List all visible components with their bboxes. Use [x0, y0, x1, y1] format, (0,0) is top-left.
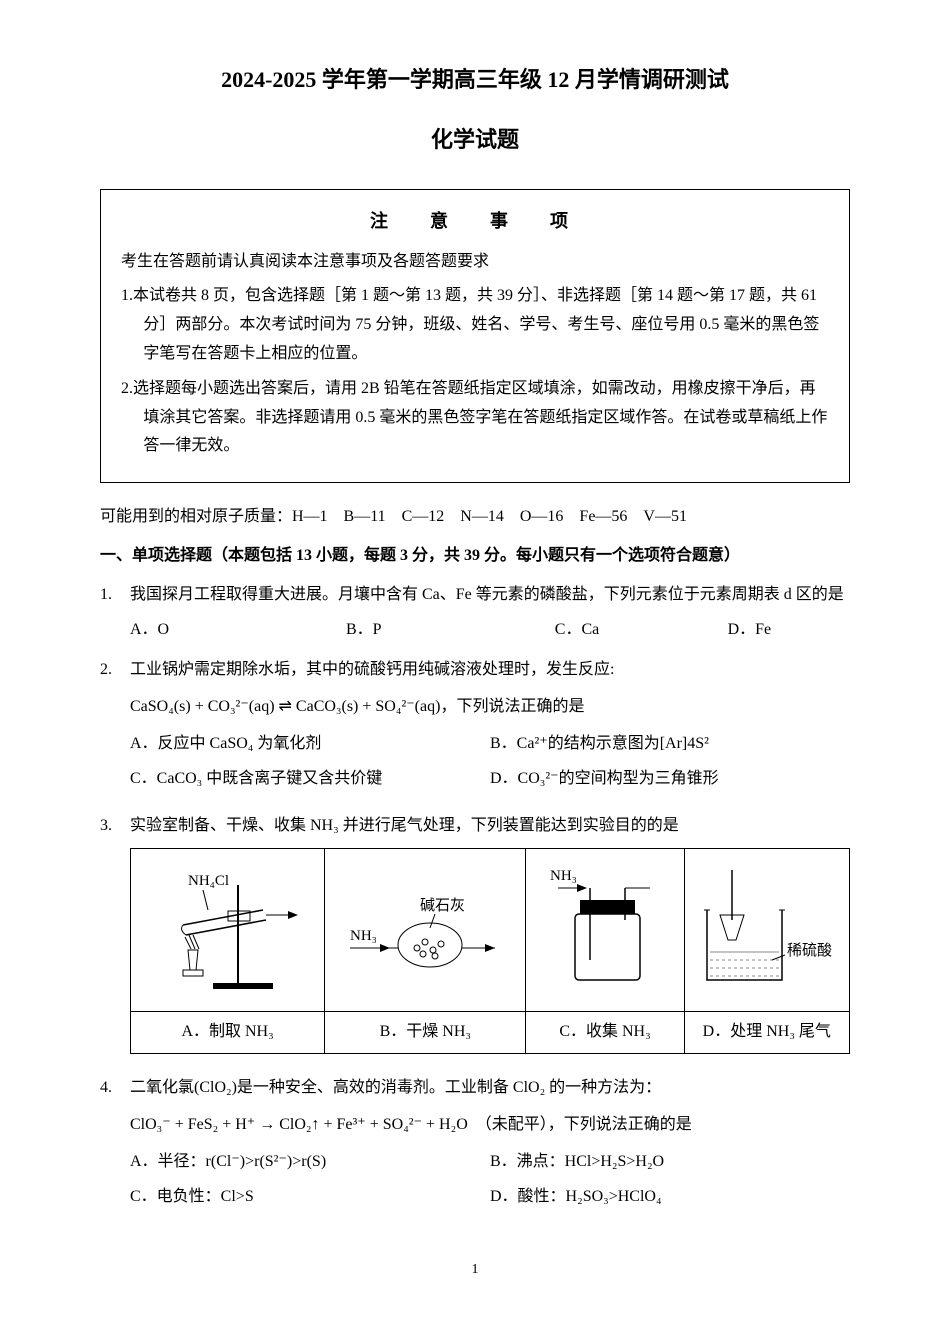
sub-title: 化学试题	[100, 120, 850, 160]
q1-stem: 我国探月工程取得重大进展。月壤中含有 Ca、Fe 等元素的磷酸盐，下列元素位于元…	[130, 581, 850, 610]
question-1: 1. 我国探月工程取得重大进展。月壤中含有 Ca、Fe 等元素的磷酸盐，下列元素…	[100, 581, 850, 645]
question-3: 3. 实验室制备、干燥、收集 NH₃ 并进行尾气处理，下列装置能达到实验目的的是…	[100, 812, 850, 1063]
q1-number: 1.	[100, 581, 130, 645]
notice-heading: 注 意 事 项	[121, 205, 829, 237]
q3-fig-b: NH₃ 碱石灰	[325, 849, 526, 1012]
q3-figure-table: NH₄Cl	[130, 848, 850, 1054]
notice-item-2: 2.选择题每小题选出答案后，请用 2B 铅笔在答题纸指定区域填涂，如需改动，用橡…	[121, 375, 829, 461]
q1-opt-c: C．Ca	[555, 616, 728, 645]
q1-opt-b: B．P	[346, 616, 555, 645]
q3-fig-c: NH₃	[526, 849, 684, 1012]
q4-opt-d: D．酸性：H₂SO₃>HClO₄	[490, 1183, 850, 1212]
q4-stem-a: 二氧化氯(ClO₂)是一种安全、高效的消毒剂。工业制备 ClO₂ 的一种方法为：	[130, 1074, 850, 1103]
q2-opt-b: B．Ca²⁺的结构示意图为[Ar]4S²	[490, 730, 850, 759]
q1-opt-a: A．O	[130, 616, 346, 645]
q3a-label: NH₄Cl	[188, 873, 229, 889]
atomic-masses: 可能用到的相对原子质量：H—1 B—11 C—12 N—14 O—16 Fe—5…	[100, 503, 850, 532]
notice-box: 注 意 事 项 考生在答题前请认真阅读本注意事项及各题答题要求 1.本试卷共 8…	[100, 189, 850, 483]
q3-fig-a: NH₄Cl	[131, 849, 325, 1012]
q4-opt-b: B．沸点：HCl>H₂S>H₂O	[490, 1148, 850, 1177]
q3-cap-c: C．收集 NH₃	[526, 1012, 684, 1054]
q3-cap-b: B．干燥 NH₃	[325, 1012, 526, 1054]
q4-number: 4.	[100, 1074, 130, 1217]
question-2: 2. 工业锅炉需定期除水垢，其中的硫酸钙用纯碱溶液处理时，发生反应: CaSO₄…	[100, 656, 850, 799]
notice-intro: 考生在答题前请认真阅读本注意事项及各题答题要求	[121, 248, 829, 277]
svg-text:NH₃: NH₃	[350, 928, 377, 944]
q3-number: 3.	[100, 812, 130, 1063]
section-1-heading: 一、单项选择题（本题包括 13 小题，每题 3 分，共 39 分。每小题只有一个…	[100, 542, 850, 571]
q3-cap-a: A．制取 NH₃	[131, 1012, 325, 1054]
q4-equation: ClO₃⁻ + FeS₂ + H⁺ → ClO₂↑ + Fe³⁺ + SO₄²⁻…	[130, 1111, 850, 1140]
notice-item-1: 1.本试卷共 8 页，包含选择题［第 1 题～第 13 题，共 39 分］、非选…	[121, 282, 829, 368]
svg-text:NH₃: NH₃	[550, 868, 577, 884]
q1-opt-d: D．Fe	[728, 616, 850, 645]
page-number: 1	[100, 1257, 850, 1282]
q2-stem: 工业锅炉需定期除水垢，其中的硫酸钙用纯碱溶液处理时，发生反应:	[130, 656, 850, 685]
q2-number: 2.	[100, 656, 130, 799]
q3-cap-d: D．处理 NH₃ 尾气	[684, 1012, 849, 1054]
main-title: 2024-2025 学年第一学期高三年级 12 月学情调研测试	[100, 60, 850, 100]
q4-opt-a: A．半径：r(Cl⁻)>r(S²⁻)>r(S)	[130, 1148, 490, 1177]
q2-opt-d: D．CO₃²⁻的空间构型为三角锥形	[490, 765, 850, 794]
svg-text:稀硫酸: 稀硫酸	[787, 942, 832, 959]
q2-opt-c: C．CaCO₃ 中既含离子键又含共价键	[130, 765, 490, 794]
q3-stem: 实验室制备、干燥、收集 NH₃ 并进行尾气处理，下列装置能达到实验目的的是	[130, 812, 850, 841]
q2-equation: CaSO₄(s) + CO₃²⁻(aq) ⇌ CaCO₃(s) + SO₄²⁻(…	[130, 693, 850, 722]
q4-opt-c: C．电负性：Cl>S	[130, 1183, 490, 1212]
svg-text:碱石灰: 碱石灰	[420, 897, 465, 914]
q3-fig-d: 稀硫酸	[684, 849, 849, 1012]
question-4: 4. 二氧化氯(ClO₂)是一种安全、高效的消毒剂。工业制备 ClO₂ 的一种方…	[100, 1074, 850, 1217]
q2-opt-a: A．反应中 CaSO₄ 为氧化剂	[130, 730, 490, 759]
